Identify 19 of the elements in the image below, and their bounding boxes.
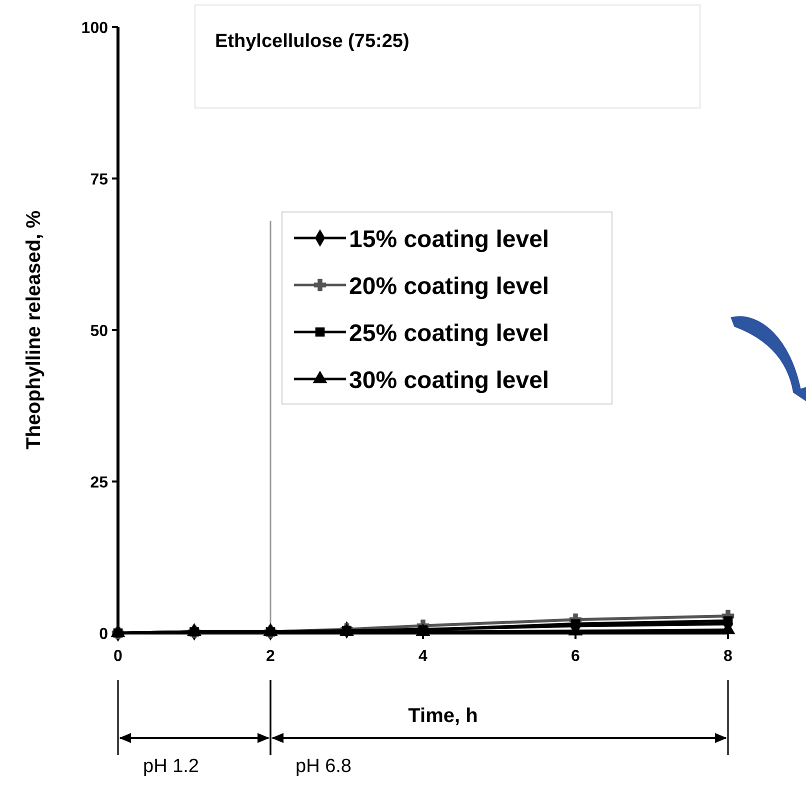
x-tick-label: 2 xyxy=(266,648,276,665)
text: pH 1.2 xyxy=(143,756,199,777)
chart-title: Ethylcellulose (75:25) xyxy=(215,31,410,52)
x-tick-label: 6 xyxy=(571,648,580,665)
y-tick-label: 50 xyxy=(90,323,108,340)
y-axis-title: Theophylline released, % xyxy=(23,210,45,450)
legend-label: 20% coating level xyxy=(349,273,550,300)
legend-label: 25% coating level xyxy=(349,320,550,347)
x-axis-title: Time, h xyxy=(408,705,478,727)
y-tick-label: 75 xyxy=(90,172,108,188)
x-tick-label: 0 xyxy=(114,648,123,665)
y-tick-label: 100 xyxy=(81,20,108,37)
legend-label: 15% coating level xyxy=(349,226,550,253)
x-tick-label: 8 xyxy=(724,648,733,665)
x-tick-label: 4 xyxy=(418,648,428,665)
text: pH 6.8 xyxy=(296,756,352,777)
y-tick-label: 25 xyxy=(90,474,108,492)
legend-label: 30% coating level xyxy=(349,367,550,394)
y-tick-label: 0 xyxy=(99,626,108,643)
